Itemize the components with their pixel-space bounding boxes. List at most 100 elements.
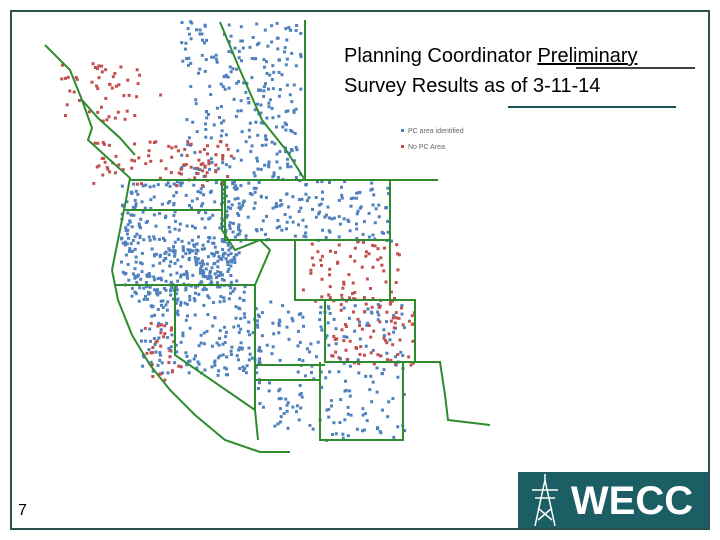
map-point (172, 297, 175, 301)
map-point (158, 261, 162, 265)
map-point (259, 349, 263, 353)
map-point (97, 164, 101, 168)
map-point (210, 55, 214, 59)
map-point (332, 334, 336, 338)
slide-frame (10, 10, 710, 530)
map-point (167, 361, 171, 365)
map-point (103, 160, 107, 164)
map-point (93, 66, 97, 69)
map-point (327, 216, 331, 220)
map-point (292, 83, 296, 87)
map-point (297, 418, 301, 422)
map-point (204, 128, 208, 131)
map-point (240, 347, 244, 351)
map-point (253, 174, 257, 178)
map-point (60, 77, 64, 81)
map-point (135, 95, 139, 99)
map-point (156, 293, 160, 297)
map-point (186, 248, 190, 252)
map-point (168, 264, 172, 268)
map-point (247, 346, 251, 350)
map-point (186, 140, 190, 144)
map-point (128, 249, 131, 253)
map-point (357, 191, 361, 195)
map-point (323, 215, 327, 219)
map-point (389, 358, 393, 362)
map-point (330, 404, 333, 408)
map-point (213, 360, 217, 364)
map-point (260, 143, 264, 147)
map-point (332, 317, 336, 321)
map-point (309, 271, 313, 275)
map-point (366, 321, 370, 325)
map-point (279, 199, 283, 202)
map-point (320, 385, 324, 389)
map-point (231, 289, 235, 293)
map-point (210, 266, 214, 270)
map-point (355, 236, 359, 240)
map-point (294, 107, 298, 111)
map-point (163, 378, 167, 382)
map-point (187, 258, 191, 262)
map-point (151, 264, 155, 268)
map-point (269, 300, 273, 304)
map-point (193, 151, 197, 155)
map-point (237, 213, 241, 217)
map-point (91, 62, 95, 66)
map-point (237, 227, 241, 231)
map-point (167, 347, 171, 350)
map-point (288, 28, 292, 32)
map-point (250, 76, 254, 80)
map-point (398, 338, 402, 342)
map-point (371, 265, 375, 269)
map-point (201, 288, 205, 292)
map-point (399, 350, 403, 354)
map-point (180, 21, 184, 24)
map-point (136, 192, 140, 196)
map-point (305, 347, 309, 351)
map-point (218, 336, 222, 340)
map-point (265, 71, 269, 75)
map-point (151, 369, 155, 373)
map-point (247, 181, 251, 185)
map-point (193, 299, 197, 303)
map-point (267, 105, 271, 109)
map-point (140, 182, 143, 186)
map-point (154, 140, 158, 144)
map-point (274, 202, 278, 206)
map-point (394, 311, 398, 315)
map-point (170, 155, 174, 159)
map-point (298, 198, 301, 202)
map-point (357, 362, 361, 366)
map-point (180, 153, 184, 157)
map-point (226, 75, 230, 79)
map-point (299, 406, 303, 410)
map-point (184, 41, 188, 45)
map-point (185, 354, 189, 358)
map-point (155, 290, 159, 294)
map-point (207, 113, 210, 116)
map-point (349, 254, 352, 258)
map-point (186, 314, 189, 318)
map-point (160, 202, 164, 206)
map-point (283, 213, 287, 216)
map-point (173, 361, 177, 365)
map-point (195, 248, 198, 252)
map-point (111, 75, 115, 79)
map-point (297, 358, 301, 361)
map-point (206, 255, 210, 259)
map-point (263, 65, 266, 69)
map-point (394, 362, 398, 366)
map-point (108, 170, 112, 174)
map-point (258, 402, 262, 405)
map-point (285, 192, 289, 196)
map-point (174, 292, 178, 296)
map-point (376, 247, 380, 251)
map-point (293, 132, 297, 135)
map-point (203, 23, 207, 27)
map-point (202, 331, 206, 335)
map-point (114, 84, 118, 88)
map-point (125, 109, 129, 113)
map-point (356, 317, 360, 321)
map-point (236, 212, 240, 215)
